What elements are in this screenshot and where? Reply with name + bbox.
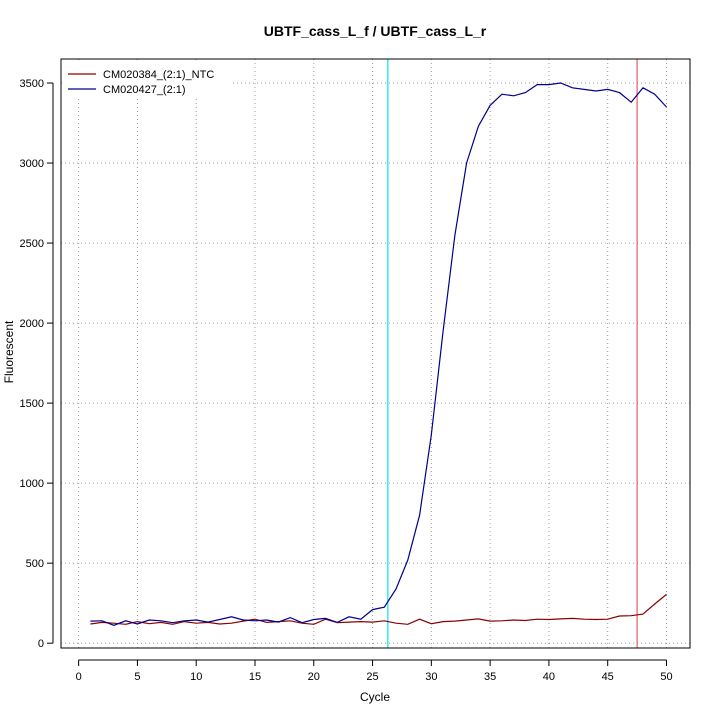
x-axis: 0 5 10 15 20 25 30 35 40 45 50 xyxy=(76,659,673,683)
chart-title: UBTF_cass_L_f / UBTF_cass_L_r xyxy=(264,23,487,39)
x-tick-label: 30 xyxy=(425,671,437,683)
legend: CM020384_(2:1)_NTC CM020427_(2:1) xyxy=(62,60,232,98)
x-tick-label: 25 xyxy=(366,671,378,683)
x-tick-label: 15 xyxy=(249,671,261,683)
x-tick-label: 40 xyxy=(543,671,555,683)
y-tick-label: 0 xyxy=(38,638,44,650)
y-tick-label: 500 xyxy=(26,558,44,570)
y-tick-label: 3000 xyxy=(20,158,44,170)
x-tick-label: 35 xyxy=(484,671,496,683)
y-tick-label: 2500 xyxy=(20,238,44,250)
x-axis-label: Cycle xyxy=(360,690,390,704)
y-tick-label: 1500 xyxy=(20,398,44,410)
x-tick-label: 5 xyxy=(134,671,140,683)
y-axis: 0 500 1000 1500 2000 2500 3000 3500 xyxy=(20,78,54,650)
legend-label: CM020427_(2:1) xyxy=(103,84,186,96)
series-line xyxy=(90,593,667,625)
legend-label: CM020384_(2:1)_NTC xyxy=(103,69,214,81)
series-line xyxy=(90,82,667,626)
x-tick-label: 0 xyxy=(76,671,82,683)
y-tick-label: 3500 xyxy=(20,78,44,90)
x-tick-label: 50 xyxy=(660,671,672,683)
plot-frame xyxy=(60,58,691,649)
threshold-lines xyxy=(387,59,638,648)
grid xyxy=(61,59,690,648)
series-lines xyxy=(90,82,667,626)
x-tick-label: 45 xyxy=(602,671,614,683)
x-tick-label: 10 xyxy=(190,671,202,683)
x-tick-label: 20 xyxy=(308,671,320,683)
y-tick-label: 1000 xyxy=(20,478,44,490)
y-axis-label: Fluorescent xyxy=(2,320,16,383)
y-tick-label: 2000 xyxy=(20,318,44,330)
legend-box xyxy=(62,60,232,98)
